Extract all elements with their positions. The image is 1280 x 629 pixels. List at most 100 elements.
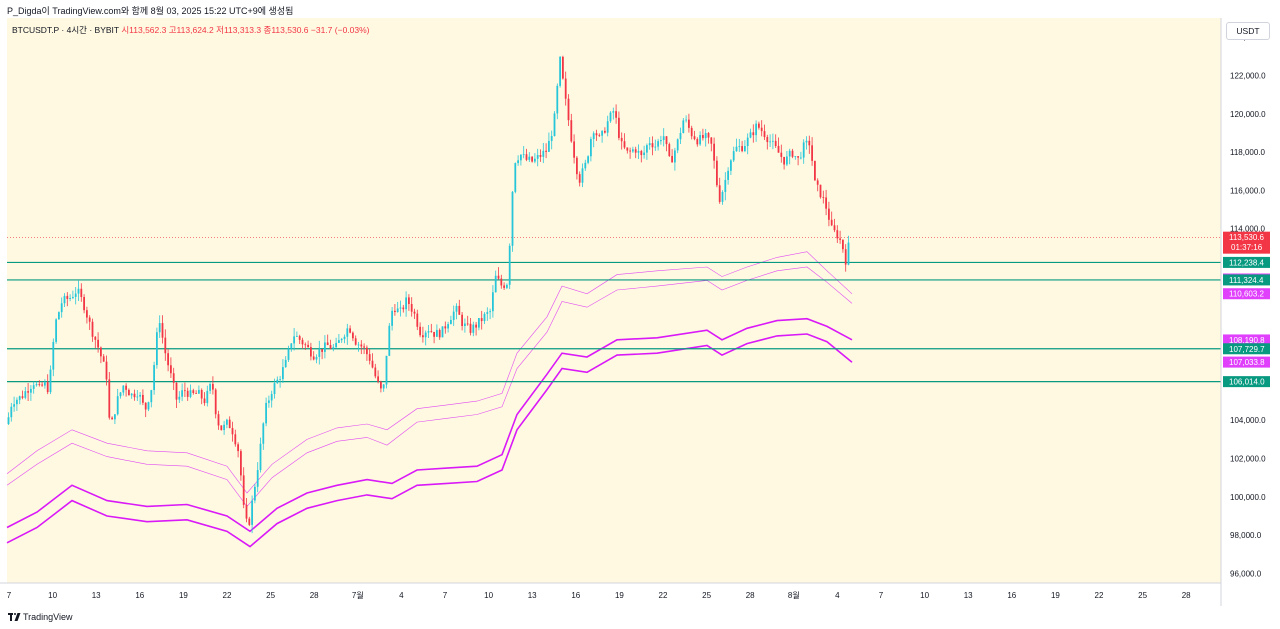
price-axis[interactable]: 124,000.0122,000.0120,000.0118,000.0116,… (1230, 33, 1266, 578)
candle-body (735, 146, 738, 152)
candle-body (461, 314, 463, 327)
candle-body (52, 341, 55, 370)
candle-body (833, 225, 836, 231)
candle-body (598, 135, 601, 137)
candle-body (290, 343, 293, 349)
price-label-text: 107,729.7 (1229, 345, 1265, 354)
candle-body (234, 434, 237, 445)
candle-body (713, 143, 715, 161)
candle-body (399, 307, 402, 309)
candle-body (651, 143, 654, 148)
price-tick-label: 118,000.0 (1230, 148, 1266, 157)
time-tick-label: 10 (920, 591, 929, 600)
candle-body (536, 155, 539, 159)
time-tick-label: 19 (179, 591, 188, 600)
candle-body (150, 390, 153, 403)
time-tick-label: 7 (879, 591, 884, 600)
candle-body (839, 238, 841, 240)
time-tick-label: 22 (1095, 591, 1104, 600)
share-caption-bar: P_Digda이 TradingView.com와 함께 8월 03, 2025… (0, 0, 1280, 18)
candle-body (444, 326, 447, 329)
candle-body (822, 197, 825, 198)
candle-body (97, 339, 99, 348)
price-tick-label: 104,000.0 (1230, 416, 1266, 425)
candle-body (447, 324, 449, 329)
candle-body (385, 355, 388, 385)
candle-body (276, 379, 279, 384)
candle-body (615, 111, 617, 118)
candle-body (517, 160, 519, 164)
candle-body (268, 400, 270, 403)
candle-body (844, 249, 847, 265)
candle-body (648, 143, 651, 146)
candle-body (217, 414, 220, 426)
candle-body (637, 151, 640, 153)
candle-body (716, 160, 718, 186)
time-tick-label: 22 (659, 591, 668, 600)
legend-close: 종113,530.6 (263, 25, 309, 35)
candle-body (525, 154, 528, 160)
candle-body (265, 402, 267, 424)
brand-name: TradingView (23, 612, 73, 622)
candle-body (721, 191, 724, 202)
candle-body (231, 428, 234, 435)
chart-area[interactable]: 124,000.0122,000.0120,000.0118,000.0116,… (0, 18, 1280, 606)
candle-body (60, 303, 63, 313)
candle-body (192, 390, 195, 393)
candle-body (727, 170, 729, 180)
candle-body (433, 331, 435, 337)
candle-body (760, 127, 763, 132)
candle-body (86, 310, 88, 318)
candle-body (360, 344, 363, 347)
price-tick-label: 116,000.0 (1230, 186, 1266, 195)
candle-body (366, 347, 368, 355)
symbol-legend[interactable]: BTCUSDT.P · 4시간 · BYBIT 시113,562.3 고113,… (12, 24, 370, 36)
candle-body (343, 336, 346, 339)
candle-body (388, 325, 391, 356)
candle-body (825, 197, 827, 209)
candle-body (164, 337, 167, 354)
candle-body (142, 394, 144, 403)
candle-body (35, 384, 38, 386)
candle-body (153, 365, 155, 391)
time-axis[interactable]: 7 10 13 16 19 22 25 28 7월 4 7 10 13 16 19 22 25 28 8월 4 7 10 1… (7, 590, 1191, 600)
envelope-bands (6, 251, 853, 548)
candle-body (769, 141, 771, 143)
candle-body (368, 354, 371, 361)
price-tick-label: 122,000.0 (1230, 71, 1266, 80)
candle-body (752, 132, 755, 136)
candle-body (783, 156, 785, 165)
candle-body (220, 425, 223, 431)
candle-body (436, 329, 438, 337)
candle-body (744, 146, 746, 152)
candle-body (469, 323, 472, 333)
candle-body (326, 342, 329, 346)
price-label-box (1223, 334, 1270, 346)
candle-body (422, 335, 424, 338)
candle-body (682, 120, 685, 134)
candle-body (791, 150, 794, 157)
price-label-box (1223, 343, 1270, 355)
price-chart[interactable]: 124,000.0122,000.0120,000.0118,000.0116,… (0, 18, 1280, 606)
candle-body (424, 332, 427, 338)
candle-body (181, 390, 183, 397)
brand-logo[interactable]: TradingView (8, 612, 73, 622)
candle-body (396, 308, 399, 312)
candle-body (108, 379, 111, 418)
candle-body (310, 347, 312, 357)
candle-body (259, 443, 262, 471)
currency-unit-button[interactable]: USDT (1226, 22, 1270, 40)
candle-body (301, 339, 304, 345)
candle-body (321, 349, 323, 352)
candle-body (662, 136, 665, 141)
candle-body (643, 152, 645, 156)
price-label-text: 108,190.8 (1229, 336, 1265, 345)
candle-body (200, 389, 203, 399)
candle-body (819, 184, 822, 198)
candle-body (298, 336, 301, 340)
candle-body (139, 394, 141, 397)
candle-body (668, 144, 671, 156)
candle-body (604, 130, 606, 133)
candle-body (660, 140, 662, 142)
candle-body (466, 323, 469, 325)
